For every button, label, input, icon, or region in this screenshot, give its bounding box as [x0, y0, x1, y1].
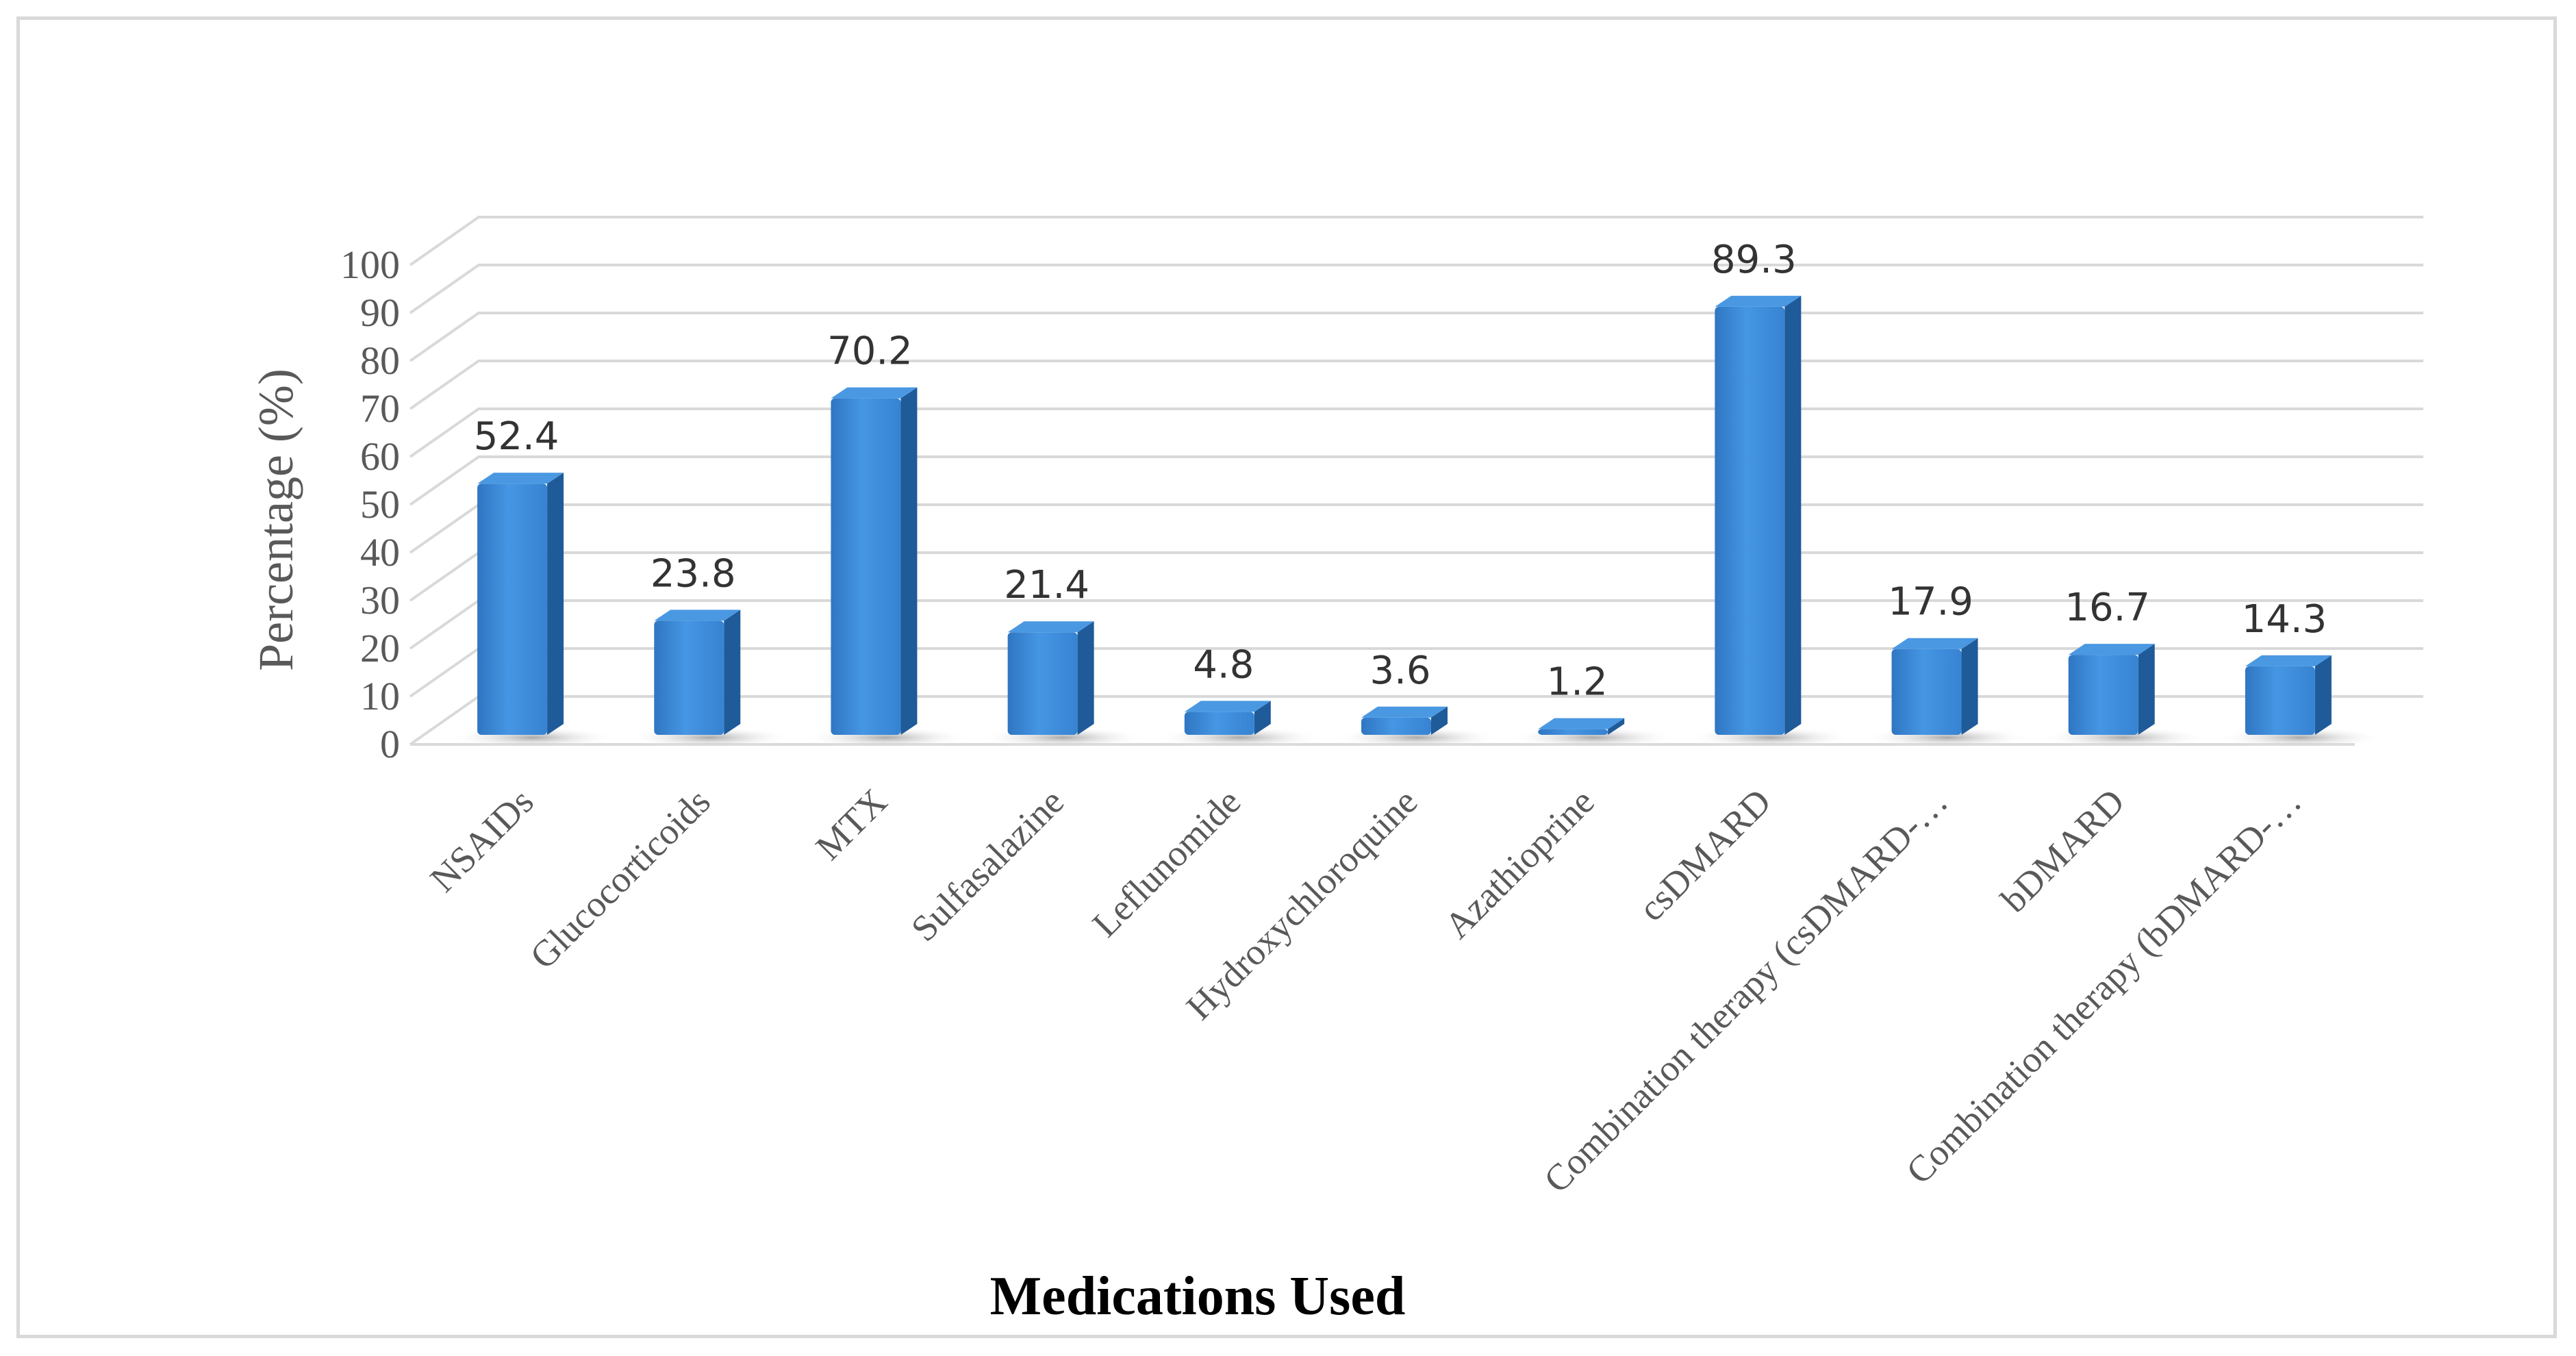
data-label: 70.2 — [827, 329, 913, 374]
gridline — [409, 503, 2423, 554]
y-axis-title: Percentage (%) — [249, 368, 303, 671]
x-category-label: Combination therapy (bDMARD-… — [1898, 781, 2309, 1192]
chart-frame: 0 10 20 30 40 50 60 70 80 90 100 52.4 23.8 70.2 21.4 4… — [16, 16, 2557, 1338]
data-label: 3.6 — [1369, 649, 1430, 693]
gridline — [409, 216, 2423, 266]
y-tick-label: 70 — [360, 386, 400, 431]
y-tick-label: 100 — [340, 242, 400, 287]
x-category-label: Sulfasalazine — [903, 781, 1072, 949]
bar — [2041, 644, 2206, 749]
bar — [451, 473, 616, 749]
bar — [804, 387, 969, 749]
bar — [2218, 655, 2383, 749]
data-label: 21.4 — [1004, 563, 1089, 607]
data-label: 89.3 — [1711, 238, 1797, 282]
data-label: 14.3 — [2242, 597, 2327, 642]
bar — [627, 610, 792, 749]
data-label: 17.9 — [1888, 580, 1973, 625]
y-tick-label: 10 — [360, 674, 400, 718]
x-category-label: NSAIDs — [422, 781, 542, 900]
x-category-label: csDMARD — [1630, 781, 1778, 929]
gridline — [409, 407, 2423, 458]
y-tick-label: 30 — [360, 578, 400, 623]
data-label: 4.8 — [1193, 642, 1254, 687]
y-tick-label: 60 — [360, 434, 400, 479]
data-label: 23.8 — [651, 551, 736, 596]
x-category-label: Glucocorticoids — [522, 781, 718, 977]
bar — [1865, 638, 2030, 749]
x-category-label: Leflunomide — [1085, 781, 1249, 945]
x-axis-title: Medications Used — [990, 1266, 1406, 1327]
y-tick-label: 0 — [380, 722, 400, 766]
data-labels: 52.4 23.8 70.2 21.4 4.8 3.6 1.2 89.3 17.9 16.7 14.… — [474, 238, 2327, 705]
bar — [1335, 706, 1499, 749]
x-category-label: bDMARD — [1993, 781, 2133, 920]
x-category-label: MTX — [808, 781, 895, 868]
data-label: 1.2 — [1547, 660, 1608, 705]
data-label: 16.7 — [2064, 586, 2150, 630]
bars — [451, 295, 2383, 749]
y-tick-label: 50 — [360, 482, 400, 527]
gridline — [409, 360, 2423, 410]
x-category-label: Combination therapy (csDMARD-… — [1536, 781, 1956, 1201]
y-tick-label: 90 — [360, 290, 400, 335]
y-tick-label: 80 — [360, 338, 400, 383]
bar — [1157, 701, 1322, 749]
bar — [1688, 295, 1853, 749]
data-label: 52.4 — [474, 414, 559, 459]
gridline — [409, 312, 2423, 362]
bar — [981, 621, 1146, 749]
bar — [1511, 718, 1676, 749]
gridline — [409, 455, 2423, 506]
x-category-label: Azathioprine — [1437, 781, 1602, 946]
y-tick-label: 40 — [360, 530, 400, 575]
y-tick-label: 20 — [360, 626, 400, 670]
gridline — [409, 264, 2423, 314]
